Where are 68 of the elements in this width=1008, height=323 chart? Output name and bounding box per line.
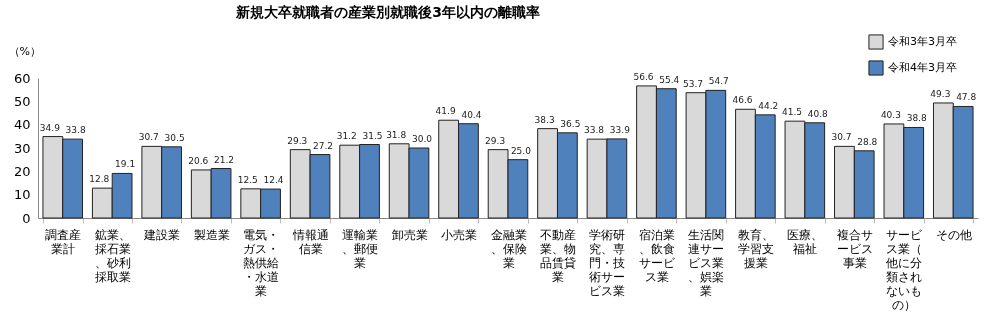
- data-label: 44.2: [758, 100, 779, 111]
- y-tick-label: 60: [13, 70, 31, 86]
- data-label: 33.9: [609, 124, 631, 135]
- data-label: 40.4: [461, 109, 482, 120]
- x-tick-label: 情報通信業: [291, 227, 329, 256]
- data-label: 47.8: [956, 92, 977, 103]
- y-tick-label: 20: [13, 163, 31, 179]
- data-label: 25.0: [510, 145, 532, 156]
- x-tick-label: 学術研究、専門・技術サービス業: [589, 227, 626, 298]
- data-label: 21.2: [214, 154, 235, 165]
- y-tick-label: 40: [13, 117, 31, 133]
- data-label: 34.9: [39, 122, 61, 133]
- data-label: 33.8: [65, 125, 86, 136]
- data-label: 31.5: [362, 130, 383, 141]
- x-tick-label: サービス業（他に分類されないもの）: [886, 227, 924, 312]
- data-label: 12.8: [89, 174, 110, 185]
- data-label: 29.3: [485, 135, 506, 146]
- data-label: 41.5: [781, 107, 802, 118]
- data-label: 12.4: [263, 175, 284, 186]
- data-label: 36.5: [560, 118, 581, 129]
- data-label: 30.7: [831, 132, 852, 143]
- x-tick-label: 金融業、保険業: [490, 227, 527, 270]
- data-label: 30.5: [164, 132, 185, 143]
- data-label: 30.7: [138, 132, 159, 143]
- data-label: 33.8: [584, 125, 605, 136]
- x-tick-label: 電気・ガス・熱供給・水道業: [243, 227, 280, 298]
- x-tick-label: その他: [935, 227, 972, 242]
- data-label: 19.1: [115, 159, 136, 170]
- data-label: 49.3: [930, 88, 951, 99]
- data-label: 30.0: [411, 134, 433, 144]
- data-label: 53.7: [682, 78, 704, 89]
- x-tick-label: 運輸業、郵便業: [342, 227, 379, 270]
- x-tick-label: 建設業: [143, 227, 181, 242]
- data-label: 31.8: [386, 129, 407, 140]
- x-tick-label: 鉱業、採石業、砂利採取業: [94, 227, 131, 284]
- y-axis-title: （%）: [8, 44, 41, 58]
- x-tick-label: 宿泊業、飲食サービス業: [638, 227, 676, 284]
- x-tick-label: 教育、学習支援業: [737, 227, 774, 270]
- data-label: 40.8: [807, 108, 829, 119]
- data-label: 31.2: [336, 131, 357, 142]
- x-tick-label: 製造業: [193, 227, 230, 242]
- data-label: 12.5: [237, 174, 258, 185]
- data-label: 38.8: [906, 113, 927, 124]
- legend-label: 令和4年3月卒: [888, 61, 957, 74]
- data-label: 55.4: [659, 74, 680, 85]
- x-tick-label: 複合サービス事業: [836, 227, 873, 270]
- y-tick-label: 0: [22, 210, 31, 226]
- data-label: 28.8: [857, 136, 878, 147]
- data-label: 46.6: [732, 95, 753, 106]
- x-tick-label: 卸売業: [391, 227, 428, 242]
- x-tick-label: 医療、福祉: [787, 227, 824, 256]
- data-label: 40.3: [880, 109, 901, 120]
- y-tick-label: 30: [13, 140, 31, 156]
- x-tick-label: 生活関連サービス業、娯楽業: [688, 227, 725, 298]
- chart-title: 新規大卒就職者の産業別就職後3年以内の離職率: [235, 4, 540, 20]
- data-label: 56.6: [633, 71, 654, 82]
- x-tick-label: 小売業: [441, 227, 478, 242]
- data-label: 27.2: [312, 140, 334, 151]
- legend-label: 令和3年3月卒: [888, 35, 957, 48]
- y-tick-label: 10: [13, 187, 31, 203]
- y-tick-label: 50: [13, 93, 31, 109]
- data-label: 29.3: [287, 135, 308, 146]
- data-label: 41.9: [435, 106, 456, 117]
- x-tick-label: 不動産業、物品賃貸業: [539, 227, 576, 284]
- data-label: 54.7: [708, 76, 729, 87]
- data-label: 20.6: [188, 155, 209, 166]
- data-label: 38.3: [534, 114, 555, 125]
- x-tick-label: 調査産業計: [45, 227, 82, 256]
